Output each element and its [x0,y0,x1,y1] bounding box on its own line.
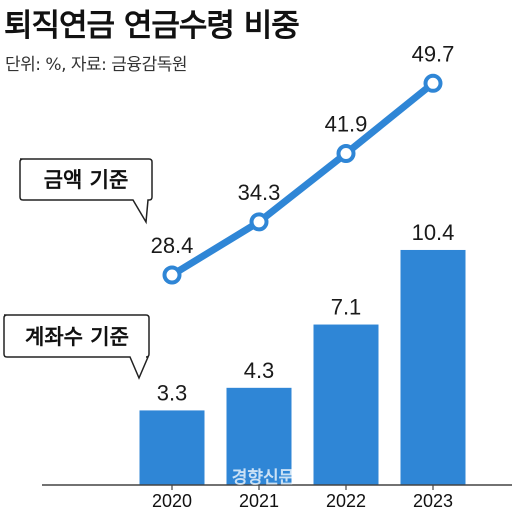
callout-amount-basis: 금액 기준 [19,158,153,225]
line-point-2023 [423,73,443,93]
line-point-2021 [249,212,269,232]
line-value-label-2021: 34.3 [238,180,281,205]
line-value-labels: 28.4 34.3 41.9 49.7 [151,41,455,258]
bar-2020 [139,410,205,485]
x-tick-label-2023: 2023 [413,491,453,511]
line-value-label-2023: 49.7 [412,41,455,66]
line-path [168,79,437,279]
x-tick-label-2020: 2020 [152,491,192,511]
callout-bubble [3,314,150,380]
watermark-text: 경향신문 [232,467,295,488]
bar-series [139,249,466,485]
line-point-2020 [162,265,182,285]
bar-value-label-2021: 4.3 [244,358,275,383]
bar-value-label-2023: 10.4 [412,220,455,245]
bar-value-label-2020: 3.3 [157,380,188,405]
bar-2021 [226,387,292,485]
callout-label-amount: 금액 기준 [44,168,129,192]
chart-subtitle: 단위: %, 자료: 금융감독원 [5,55,187,75]
x-tick-label-2021: 2021 [239,491,279,511]
chart-title: 퇴직연금 연금수령 비중 [4,8,300,44]
line-value-label-2020: 28.4 [151,233,194,258]
line-series [162,73,443,285]
callout-label-account: 계좌수 기준 [25,325,129,349]
callout-bubble [19,158,153,225]
x-tick-label-2022: 2022 [326,491,366,511]
bar-2022 [313,324,379,485]
line-value-label-2022: 41.9 [325,112,368,137]
callout-account-basis: 계좌수 기준 [3,314,150,380]
bar-value-labels: 3.3 4.3 7.1 10.4 [157,220,455,405]
line-point-2022 [336,144,356,163]
bar-2023 [400,249,466,485]
bar-value-label-2022: 7.1 [331,295,362,320]
x-axis-ticks: 2020 2021 2022 2023 [152,485,453,511]
